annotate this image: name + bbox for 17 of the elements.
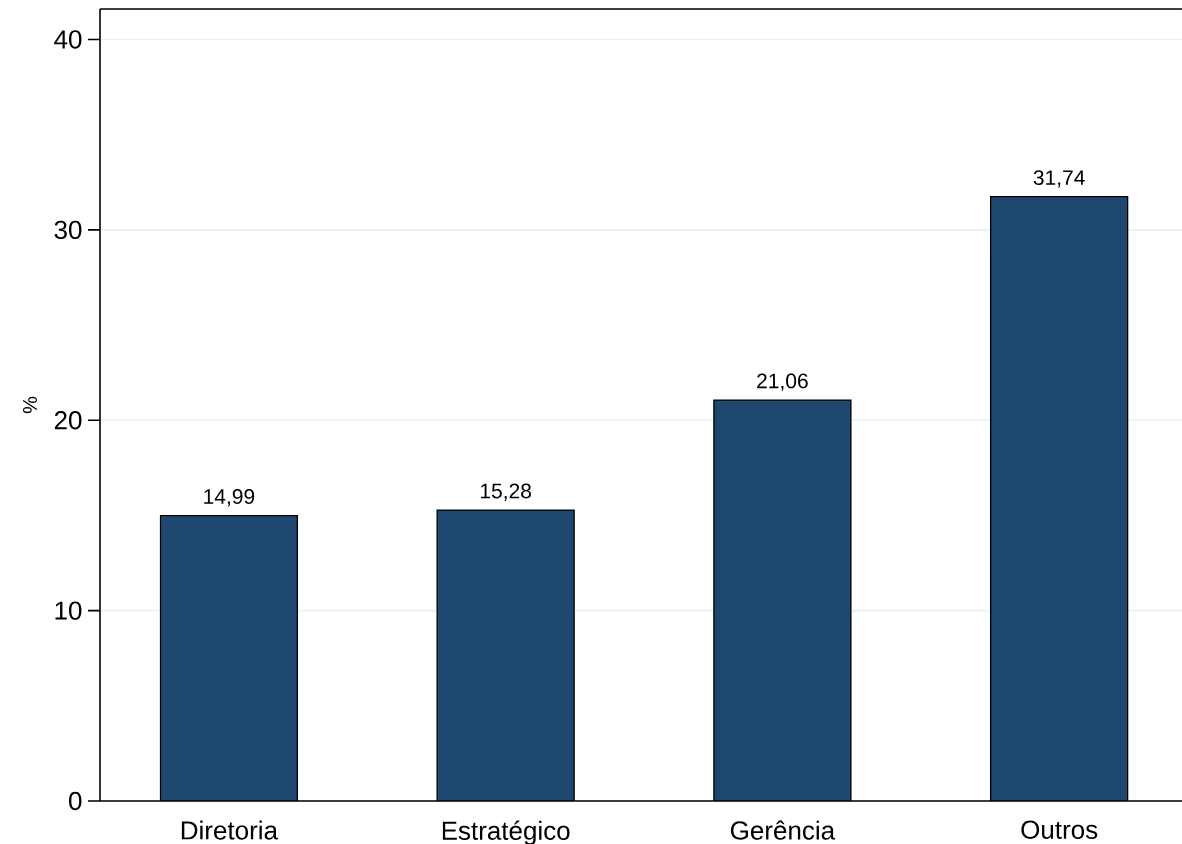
bar (713, 400, 851, 801)
bar (437, 510, 575, 801)
y-tick-label: 20 (54, 411, 82, 430)
y-tick-label: 40 (54, 30, 82, 49)
bar (989, 196, 1129, 801)
bar (160, 515, 298, 801)
y-tick-label: 10 (55, 601, 82, 620)
y-axis-title: % (23, 396, 37, 414)
x-tick-label: Gerência (730, 820, 836, 840)
y-tick-label: 0 (69, 791, 82, 811)
data-label: 31,74 (1033, 170, 1085, 188)
x-tick-label: Diretoria (181, 820, 278, 840)
y-tick-label: 30 (54, 220, 82, 240)
x-tick-label: Outros (1021, 820, 1098, 839)
data-label: 21,06 (757, 373, 808, 391)
data-label: 15,28 (480, 483, 531, 501)
data-label: 14,99 (204, 489, 255, 507)
